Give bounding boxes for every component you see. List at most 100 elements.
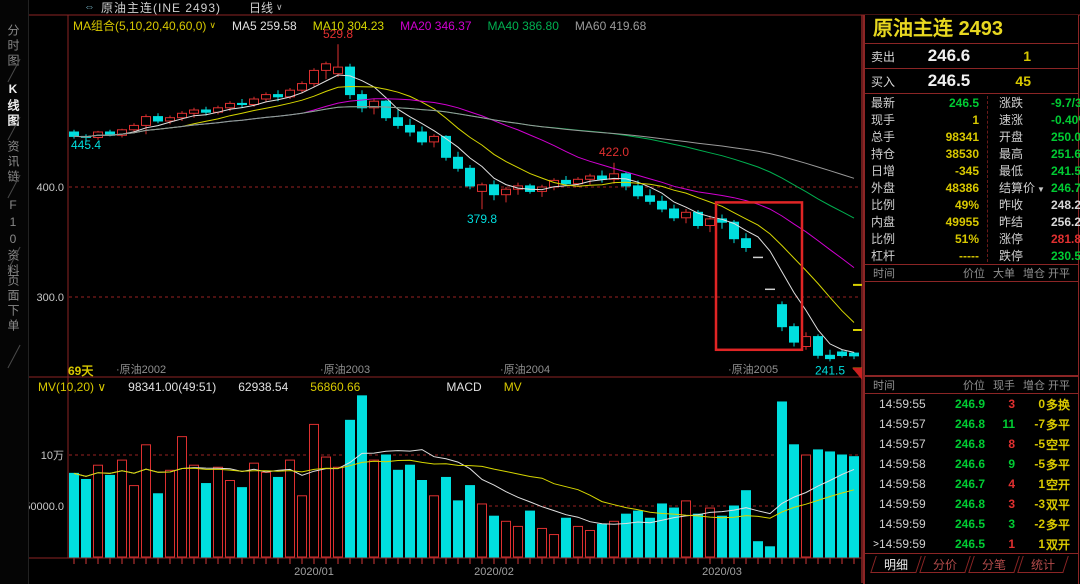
volume-bar	[297, 495, 307, 558]
quote-value: 250.0	[1051, 129, 1080, 144]
volume-bar	[369, 459, 379, 558]
price-annotation: 445.4	[71, 138, 101, 152]
current-price-triangle	[852, 367, 862, 380]
big-order-header: 时间 价位 大单 增仓 开平	[865, 265, 1078, 282]
price-annotation: 241.5	[815, 363, 845, 377]
settlement-price-dropdown-icon[interactable]: ▼	[1037, 185, 1045, 194]
ask-qty: 1	[1023, 48, 1031, 64]
right-axis-tick	[853, 283, 862, 286]
quote-label: 外盘	[871, 181, 896, 195]
panel-tab-分价[interactable]: 分价	[919, 555, 971, 573]
sidebar-tab-2[interactable]: K线图	[6, 82, 20, 129]
ma-settings-dropdown[interactable]: MA组合(5,10,20,40,60,0)	[73, 19, 207, 33]
candle-body	[69, 131, 79, 137]
panel-tab-明细[interactable]: 明细	[870, 555, 922, 573]
tick-lots: 3	[1008, 397, 1015, 411]
quote-label: 结算价 ▼	[999, 181, 1045, 195]
sidebar-tab-5[interactable]: 页面下单	[6, 274, 20, 334]
volume-bar	[177, 436, 187, 558]
tick-price: 246.9	[954, 397, 985, 411]
volume-bar	[249, 462, 259, 558]
panel-tab-label: 分价	[933, 557, 958, 571]
volume-bar	[681, 500, 691, 558]
instrument-title: 原油主连(INE 2493)	[101, 1, 222, 15]
price-annotation: 529.8	[323, 27, 353, 41]
tick-time: 14:59:57	[879, 417, 926, 431]
ma-legend-item: MA60 419.68	[574, 18, 647, 33]
tick-price: 246.8	[954, 497, 985, 511]
tick-price: 246.5	[954, 517, 985, 531]
tick-lots: 3	[1008, 497, 1015, 511]
quote-value: 251.6	[1051, 146, 1080, 161]
price-annotation: 379.8	[467, 212, 497, 226]
volume-legend: MV(10,20) ∨ 98341.00(49:51) 62938.54 56860.…	[38, 380, 544, 394]
sidebar-tab-3[interactable]: 资讯链	[6, 140, 20, 185]
ma-line-10	[73, 85, 855, 323]
tick-list-header: 时间 价位 现手 增仓 开平	[865, 377, 1078, 394]
indicator-button[interactable]: MV	[503, 380, 522, 394]
candle-body	[657, 200, 667, 210]
candle-body	[345, 66, 355, 96]
volume-bar	[189, 464, 199, 558]
x-axis-label: 2020/03	[702, 566, 742, 578]
panel-tab-统计[interactable]: 统计	[1017, 555, 1069, 573]
panel-instrument-code: 2493	[958, 18, 1004, 40]
sidebar-tab-1[interactable]: 分时图	[6, 24, 20, 69]
volume-bar	[789, 444, 799, 558]
quote-value: 246.7	[1051, 180, 1080, 195]
candle-body	[813, 336, 823, 356]
price-axis-label: 400.0	[36, 182, 64, 194]
volume-bar	[453, 500, 463, 558]
panel-tab-label: 统计	[1031, 557, 1056, 571]
price-axis-label: 300.0	[36, 292, 64, 304]
volume-axis-label: 10万	[41, 450, 64, 462]
quote-row: 现手 1 速涨 -0.40%	[865, 111, 1080, 128]
x-axis-label: 2020/01	[294, 566, 334, 578]
volume-bar	[201, 483, 211, 558]
sidebar-tab-4[interactable]: F10资料	[6, 198, 20, 279]
tick-lots: 9	[1008, 457, 1015, 471]
panel-tab-label: 分笔	[982, 557, 1007, 571]
candle-body	[705, 218, 715, 226]
indicator-button[interactable]: MV(10,20) ∨	[38, 380, 107, 394]
tick-lots: 3	[1008, 517, 1015, 531]
quote-label: 比例	[871, 232, 896, 246]
indicator-button[interactable]: MACD	[446, 380, 482, 394]
tick-price: 246.6	[954, 457, 985, 471]
volume-bar	[741, 490, 751, 558]
tick-delta: -3	[1034, 497, 1045, 511]
candle-body	[261, 94, 271, 100]
volume-bar	[717, 515, 727, 558]
ma-legend-item: MA5 259.58	[232, 18, 297, 33]
candle-body	[453, 156, 463, 169]
ma-line-5	[73, 74, 855, 353]
ma-legend-item: MA10 304.23	[312, 18, 385, 33]
big-order-list-empty	[865, 282, 1078, 377]
column-header: 价位	[963, 380, 985, 392]
candle-body	[321, 63, 331, 71]
quote-label: 杠杆	[871, 249, 896, 263]
volume-bar	[765, 546, 775, 558]
panel-tab-分笔[interactable]: 分笔	[968, 555, 1020, 573]
volume-bar	[549, 534, 559, 558]
quote-grid: 最新 246.5 涨跌 -9.7/3.79% 现手 1 速涨 -0.40% 总手…	[865, 94, 1080, 265]
candle-body	[597, 175, 607, 180]
volume-bar	[585, 529, 595, 558]
chevron-down-icon: ∨	[209, 20, 216, 30]
candle-body	[141, 116, 151, 126]
tick-row: 14:59:55 246.9 3 0 多换	[865, 394, 1078, 414]
tick-flag: 空平	[1045, 437, 1070, 452]
volume-bar	[345, 419, 355, 558]
quote-label: 日增	[871, 164, 896, 178]
quote-label: 内盘	[871, 215, 896, 229]
period-selector[interactable]: 日线 ∨	[249, 0, 283, 16]
right-axis-tick	[853, 329, 862, 331]
link-icon[interactable]: ⇔	[84, 1, 95, 13]
volume-bar	[573, 525, 583, 558]
tick-time: 14:59:59	[879, 517, 926, 531]
quote-value: 1	[972, 112, 979, 127]
tick-delta: 1	[1038, 477, 1045, 491]
volume-bar	[153, 493, 163, 558]
bid-qty: 45	[1015, 73, 1031, 89]
contract-switch-marker: ·原油2005	[728, 362, 778, 376]
